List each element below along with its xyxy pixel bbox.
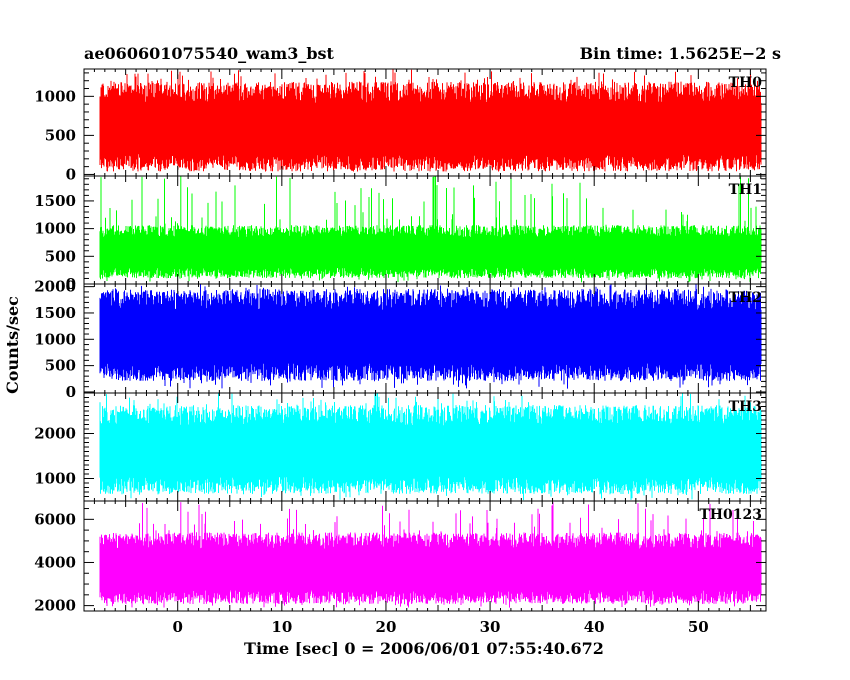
y-tick-label: 2000 bbox=[34, 425, 76, 443]
panel-th1: 0 500 1000 1500 TH1 bbox=[34, 175, 767, 293]
panel-label-th0123: TH0123 bbox=[699, 507, 762, 523]
x-tick-label: 20 bbox=[376, 618, 397, 636]
y-tick-label: 1500 bbox=[34, 304, 76, 322]
y-tick-label: 500 bbox=[45, 247, 76, 265]
y-tick-label: 1000 bbox=[34, 470, 76, 488]
y-tick-label: 1000 bbox=[34, 330, 76, 348]
panel-label-th1: TH1 bbox=[729, 182, 762, 198]
y-tick-label: 4000 bbox=[34, 553, 76, 571]
y-tick-label: 0 bbox=[66, 383, 76, 401]
x-tick-label: 40 bbox=[584, 618, 605, 636]
x-tick-label: 50 bbox=[688, 618, 709, 636]
panel-th2: 0 500 1000 1500 2000 TH2 bbox=[34, 278, 767, 401]
panel-th3: 1000 2000 TH3 bbox=[34, 392, 767, 502]
y-tick-label: 6000 bbox=[34, 510, 76, 528]
y-tick-label: 2000 bbox=[34, 278, 76, 296]
series-th0123 bbox=[99, 502, 762, 608]
y-axis-label: Counts/sec bbox=[3, 296, 22, 394]
panel-th0: 0 500 1000 TH0 bbox=[34, 68, 767, 183]
panel-frame bbox=[83, 500, 767, 612]
y-tick-label: 500 bbox=[45, 357, 76, 375]
header-title-left: ae060601075540_wam3_bst bbox=[84, 44, 335, 63]
series-th1 bbox=[99, 176, 762, 283]
panel-th0123: 2000 4000 6000 TH0123 bbox=[34, 500, 767, 615]
x-tick-label: 0 bbox=[172, 618, 182, 636]
y-tick-label: 500 bbox=[45, 126, 76, 144]
panel-label-th2: TH2 bbox=[729, 290, 762, 306]
y-tick-label: 2000 bbox=[34, 597, 76, 615]
series-th2 bbox=[99, 284, 762, 389]
series-th3 bbox=[99, 393, 762, 501]
header-bin-time: Bin time: 1.5625E−2 s bbox=[580, 44, 781, 63]
panel-label-th0: TH0 bbox=[729, 75, 763, 91]
y-tick-label: 0 bbox=[66, 165, 76, 183]
y-tick-label: 0 bbox=[66, 275, 76, 293]
panels-group: 05001000TH0050010001500TH105001000150020… bbox=[34, 68, 767, 636]
x-axis-label: Time [sec] 0 = 2006/06/01 07:55:40.672 bbox=[244, 639, 604, 658]
y-tick-label: 1500 bbox=[34, 192, 76, 210]
x-tick-label: 30 bbox=[480, 618, 501, 636]
panel-label-th3: TH3 bbox=[729, 399, 762, 415]
x-tick-label: 10 bbox=[271, 618, 292, 636]
y-tick-label: 1000 bbox=[34, 220, 76, 238]
y-tick-label: 1000 bbox=[34, 87, 76, 105]
series-th0 bbox=[99, 69, 762, 172]
